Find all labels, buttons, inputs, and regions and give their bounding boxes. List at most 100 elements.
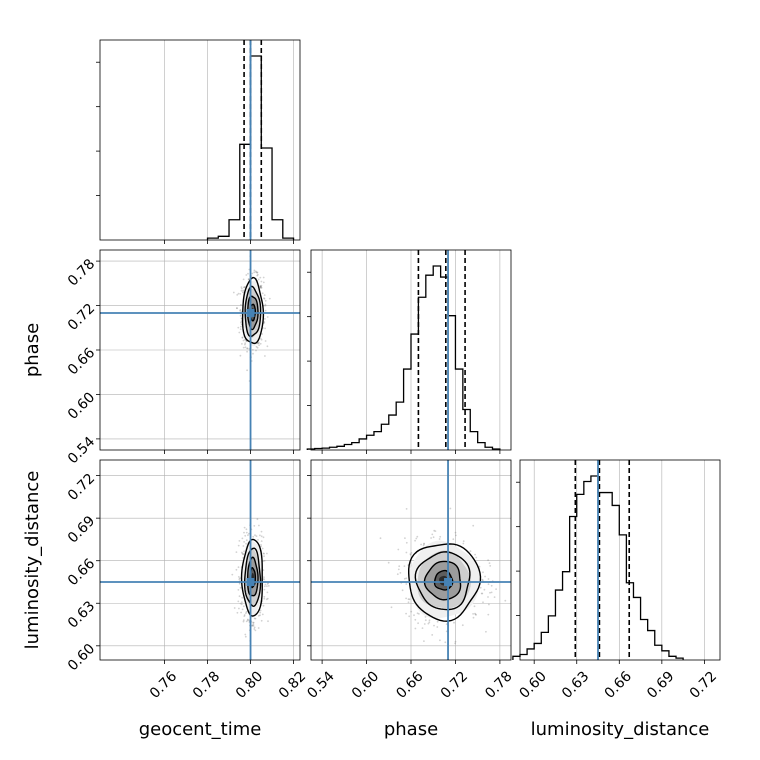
sample-point: [237, 576, 240, 578]
sample-point: [244, 342, 247, 345]
sample-point: [430, 537, 432, 539]
sample-point: [235, 568, 238, 571]
sample-point: [260, 540, 263, 542]
sample-point: [254, 617, 257, 620]
sample-point: [240, 317, 243, 320]
sample-point: [264, 355, 266, 357]
x-tick-label: 0.63: [559, 668, 592, 701]
sample-point: [239, 314, 242, 317]
sample-point: [263, 597, 266, 600]
sample-point: [256, 274, 259, 277]
sample-point: [264, 583, 267, 586]
sample-point: [239, 354, 242, 357]
sample-point: [398, 565, 401, 568]
sample-point: [237, 566, 240, 569]
sample-point: [237, 326, 240, 329]
y-tick-label: 0.69: [65, 513, 98, 546]
sample-point: [255, 349, 257, 352]
sample-point: [261, 613, 264, 616]
sample-point: [242, 291, 244, 293]
sample-point: [397, 548, 400, 551]
sample-point: [452, 538, 455, 541]
sample-point: [236, 307, 238, 310]
sample-point: [238, 578, 241, 581]
sample-point: [245, 528, 248, 531]
panel-geocent_time-vs-phase: 0.54 0.60 0.66 0.72 0.78: [65, 249, 301, 467]
sample-point: [266, 591, 269, 594]
sample-point: [453, 621, 455, 624]
sample-point: [482, 571, 484, 574]
contour-line: [243, 547, 262, 607]
sample-point: [455, 534, 457, 537]
sample-point: [403, 565, 406, 567]
sample-point: [241, 601, 243, 604]
sample-point: [257, 342, 260, 345]
contour-line: [407, 543, 482, 622]
sample-point: [253, 269, 256, 272]
sample-point: [454, 642, 456, 645]
sample-point: [247, 278, 250, 280]
plot-area: [100, 250, 300, 450]
sample-point: [434, 530, 437, 532]
sample-point: [262, 604, 265, 607]
sample-point: [239, 309, 242, 311]
sample-point: [261, 333, 263, 335]
sample-point: [260, 535, 263, 538]
sample-point: [475, 614, 477, 616]
sample-point: [245, 531, 248, 534]
sample-point: [239, 586, 242, 589]
sample-point: [438, 538, 441, 540]
sample-point: [414, 627, 417, 630]
sample-point: [244, 633, 247, 636]
sample-point: [256, 271, 259, 274]
sample-point: [267, 585, 270, 587]
sample-point: [253, 617, 256, 620]
sample-point: [254, 534, 256, 537]
sample-point: [259, 285, 262, 288]
sample-point: [483, 588, 486, 591]
sample-point: [264, 318, 266, 320]
sample-point: [432, 536, 435, 539]
contour-line: [414, 551, 471, 611]
sample-point: [263, 578, 265, 581]
contour-line: [240, 538, 263, 617]
sample-point: [232, 291, 235, 294]
sample-point: [247, 272, 249, 275]
x-axis-label-geocent_time: geocent_time: [139, 719, 262, 740]
panel-frame: [310, 249, 512, 451]
sample-point: [256, 271, 258, 274]
panel-frame: [99, 459, 301, 661]
sample-point: [263, 555, 265, 558]
y-tick-label: 0.66: [65, 556, 98, 589]
truth-marker: [246, 308, 255, 317]
sample-point: [260, 530, 263, 533]
sample-point: [431, 533, 434, 536]
y-tick-label: 0.63: [65, 598, 98, 631]
panel-frame: [99, 249, 301, 451]
sample-point: [424, 616, 427, 618]
sample-point: [261, 292, 264, 295]
sample-point: [233, 607, 236, 609]
sample-point: [427, 622, 430, 625]
sample-point: [267, 620, 269, 623]
sample-point: [265, 598, 268, 601]
sample-point: [259, 342, 262, 345]
y-axis-label-luminosity_distance: luminosity_distance: [22, 471, 43, 650]
sample-point: [238, 595, 241, 598]
sample-point: [266, 316, 269, 318]
sample-point: [252, 623, 255, 626]
sample-point: [236, 294, 239, 296]
sample-point: [262, 281, 265, 284]
sample-point: [390, 606, 393, 609]
sample-point: [405, 583, 408, 585]
sample-point: [241, 336, 244, 339]
sample-point: [241, 596, 244, 599]
sample-point: [418, 613, 420, 615]
sample-point: [258, 344, 260, 346]
sample-point: [485, 630, 487, 633]
sample-point: [431, 634, 434, 636]
sample-point: [469, 550, 472, 552]
sample-point: [238, 582, 241, 585]
sample-point: [262, 536, 265, 539]
sample-point: [409, 553, 412, 555]
